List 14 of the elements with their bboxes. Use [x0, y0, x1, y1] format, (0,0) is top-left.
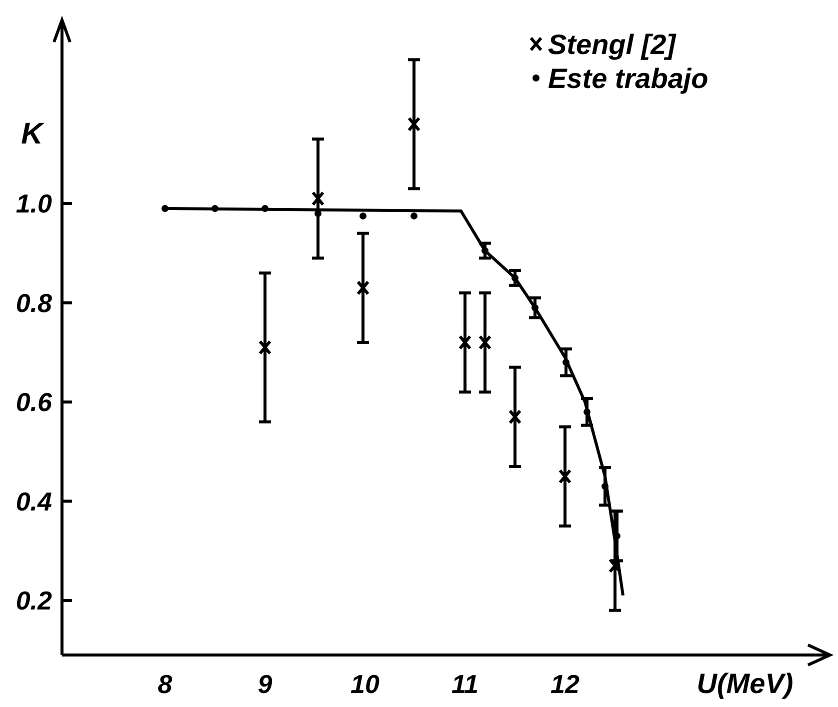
y-axis-title: K — [21, 118, 46, 151]
legend-label: Stengl [2] — [548, 28, 678, 60]
y-tick-label: 0.6 — [16, 387, 53, 418]
x-tick-label: 8 — [158, 669, 173, 699]
x-tick-label: 10 — [350, 669, 380, 699]
x-tick-label: 12 — [550, 669, 580, 699]
x-axis-title: U(MeV) — [696, 668, 794, 699]
y-tick-label: 0.8 — [16, 288, 53, 318]
y-tick-label: 0.2 — [16, 586, 53, 616]
legend-label: Este trabajo — [548, 62, 708, 94]
y-tick-label: 1.0 — [16, 188, 53, 219]
y-tick-label: 0.4 — [16, 486, 53, 516]
x-tick-label: 11 — [452, 669, 478, 699]
x-tick-label: 9 — [258, 669, 273, 699]
